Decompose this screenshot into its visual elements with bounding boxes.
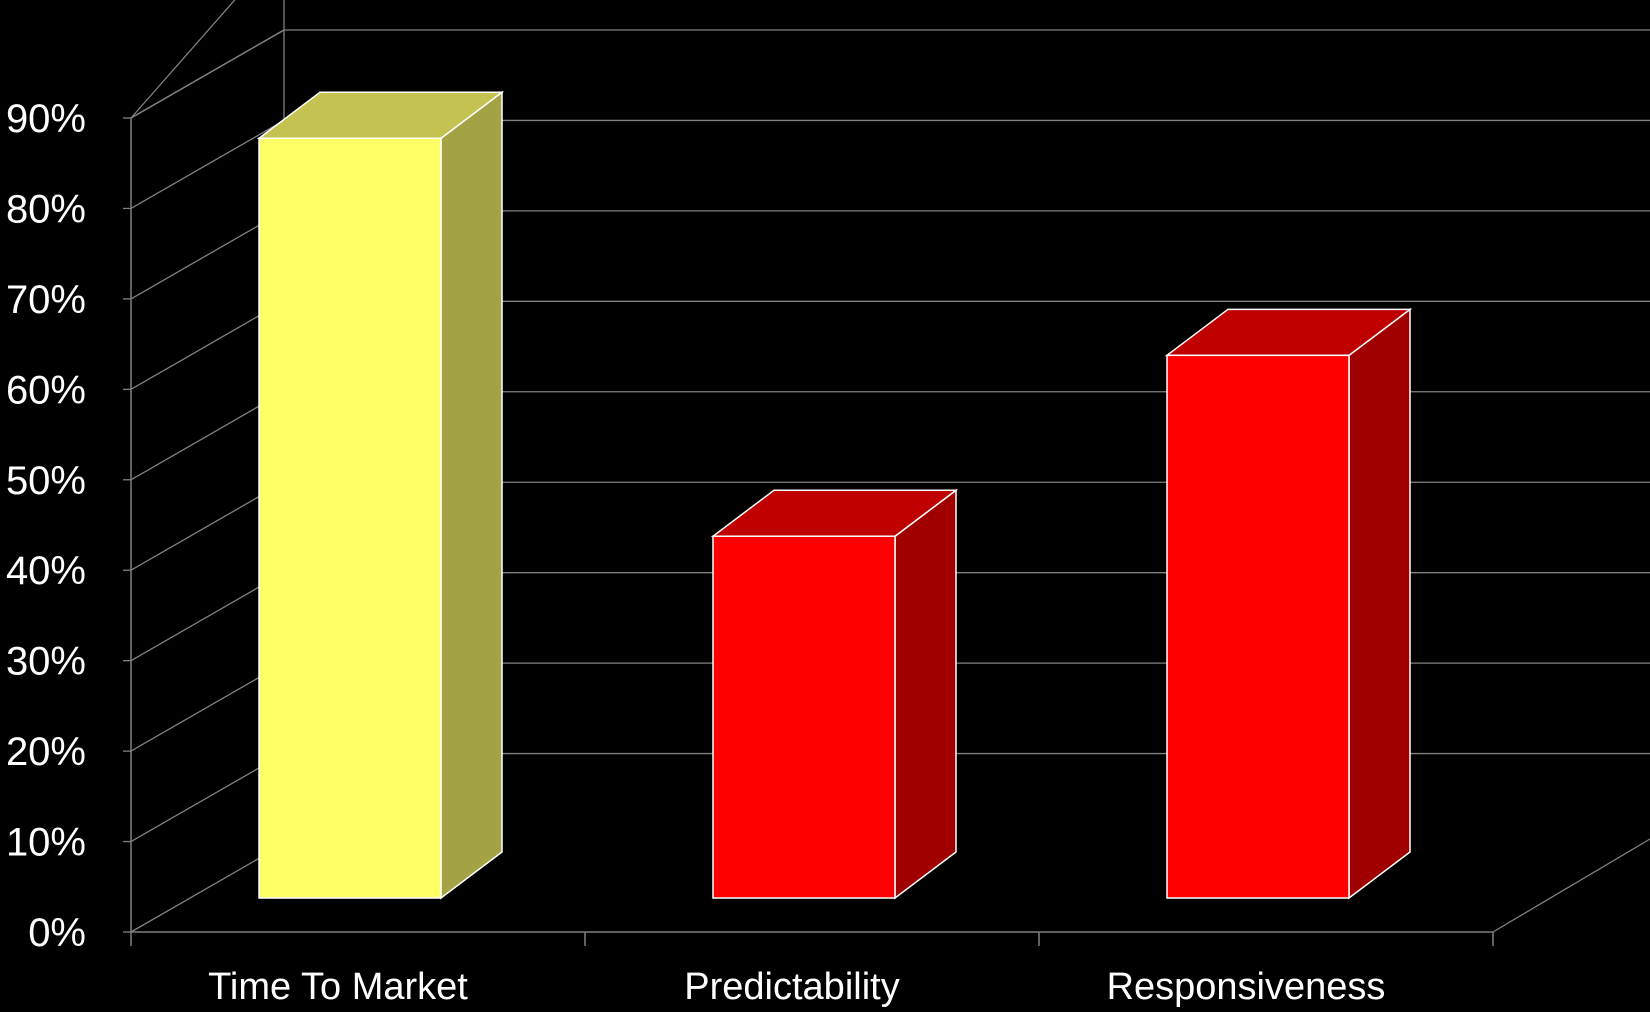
bar-front-face	[712, 535, 896, 899]
grid	[123, 0, 1650, 946]
bar-front-face	[258, 137, 442, 899]
y-tick-label: 0%	[28, 911, 86, 955]
y-tick-label: 10%	[6, 821, 86, 865]
grid-line-side	[130, 29, 285, 119]
bar	[710, 488, 959, 900]
bar	[256, 90, 505, 900]
bar-side-face	[1348, 307, 1411, 900]
y-tick-label: 70%	[6, 278, 86, 322]
y-tick-label: 90%	[6, 97, 86, 141]
y-tick-label: 60%	[6, 368, 86, 412]
x-category-label: Responsiveness	[1107, 966, 1386, 1007]
bar-front-face	[1166, 354, 1350, 899]
bars	[256, 90, 1413, 900]
bar-side-face	[440, 90, 503, 900]
grid-line-side	[130, 119, 285, 210]
x-category-label: Predictability	[684, 966, 899, 1007]
bar-side-face	[894, 488, 957, 900]
y-axis-ticks: 0% 10% 20% 30% 40% 50% 60% 70% 80% 90%	[6, 97, 86, 955]
y-tick-label: 50%	[6, 459, 86, 503]
y-tick-label: 20%	[6, 730, 86, 774]
bar	[1164, 307, 1413, 900]
x-category-label: Time To Market	[208, 966, 468, 1007]
y-tick-label: 40%	[6, 549, 86, 593]
y-tick-label: 80%	[6, 187, 86, 231]
side-wall-top-edge	[130, 0, 236, 119]
x-axis-categories: Time To Market Predictability Responsivene…	[208, 966, 1386, 1008]
floor-right-edge	[1492, 838, 1650, 933]
y-tick-label: 30%	[6, 640, 86, 684]
